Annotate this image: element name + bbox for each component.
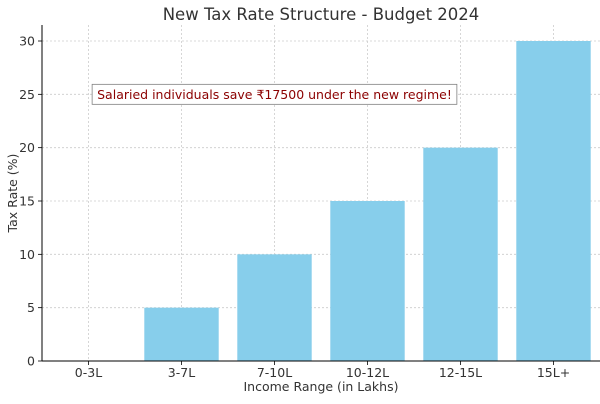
y-tick-label: 5 xyxy=(27,300,35,315)
x-tick-label: 12-15L xyxy=(439,365,482,380)
y-axis-label: Tax Rate (%) xyxy=(5,154,20,234)
x-tick-label: 15L+ xyxy=(537,365,570,380)
x-tick-label: 10-12L xyxy=(346,365,389,380)
axes xyxy=(41,25,600,362)
bars xyxy=(144,41,591,361)
y-tick-label: 10 xyxy=(19,247,35,262)
bar-7-10L xyxy=(237,254,312,361)
x-ticks: 0-3L 3-7L 7-10L 10-12L 12-15L 15L+ xyxy=(75,361,570,380)
bar-15L+ xyxy=(516,41,591,361)
y-ticks: 0 5 10 15 20 25 30 xyxy=(19,34,42,369)
chart-title: New Tax Rate Structure - Budget 2024 xyxy=(163,5,480,24)
annotation-text: Salaried individuals save ₹17500 under t… xyxy=(97,87,452,102)
bar-12-15L xyxy=(423,147,498,361)
bar-3-7L xyxy=(144,307,219,361)
x-tick-label: 7-10L xyxy=(257,365,292,380)
y-tick-label: 25 xyxy=(19,87,35,102)
y-tick-label: 30 xyxy=(19,34,35,49)
annotation-box xyxy=(91,83,458,105)
annotation: Salaried individuals save ₹17500 under t… xyxy=(91,83,458,105)
x-tick-label: 3-7L xyxy=(168,365,195,380)
y-tick-label: 20 xyxy=(19,140,35,155)
y-tick-label: 15 xyxy=(19,194,35,209)
y-tick-label: 0 xyxy=(27,354,35,369)
x-axis-label: Income Range (in Lakhs) xyxy=(244,379,399,394)
bar-10-12L xyxy=(330,201,405,361)
x-tick-label: 0-3L xyxy=(75,365,102,380)
